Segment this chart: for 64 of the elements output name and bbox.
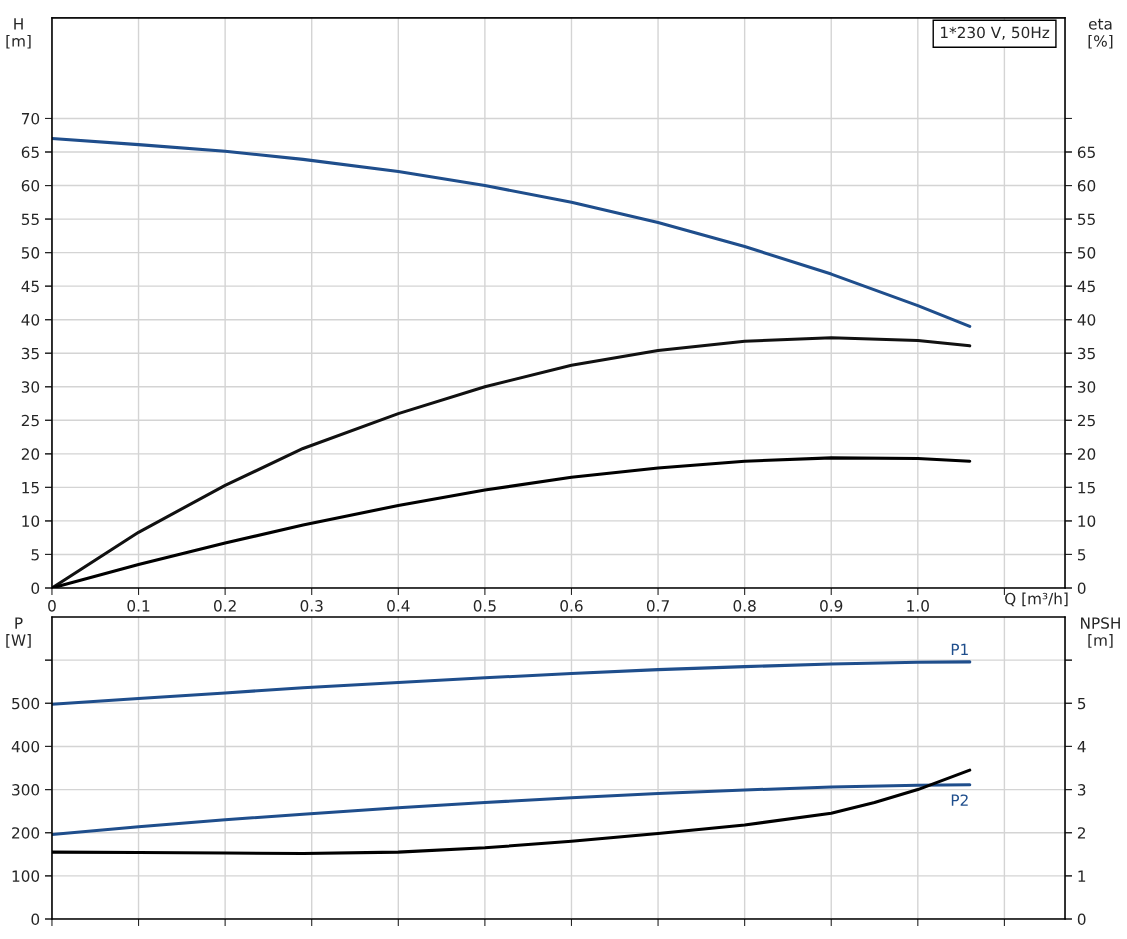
y2-tick-label: 50 bbox=[1078, 247, 1096, 259]
text: 1*230 V, 50Hz bbox=[941, 26, 1050, 40]
y-tick-label: 45 bbox=[21, 280, 39, 293]
y-tick-label: 55 bbox=[21, 213, 39, 226]
y-tick-label: 200 bbox=[12, 827, 40, 839]
y-tick-label: 65 bbox=[21, 146, 39, 159]
x-tick-label: 0.5 bbox=[473, 600, 496, 612]
y-tick-label: 0 bbox=[31, 913, 40, 926]
y-tick-label: 30 bbox=[21, 381, 40, 393]
y2-tick-label: 20 bbox=[1077, 448, 1096, 460]
x-tick-label: 0.1 bbox=[127, 600, 150, 612]
x-tick-label: 0.9 bbox=[820, 600, 843, 612]
y2-tick-label: 60 bbox=[1077, 180, 1096, 192]
x-tick-label: 0.3 bbox=[300, 600, 323, 612]
y2-tick-label: 10 bbox=[1078, 515, 1096, 527]
y-tick-label: 500 bbox=[12, 697, 40, 710]
y2-tick-label: 0 bbox=[1077, 582, 1086, 595]
x-tick-label: 0.2 bbox=[213, 600, 236, 612]
y-tick-label: 300 bbox=[12, 784, 40, 796]
y-tick-label: 10 bbox=[22, 515, 40, 527]
y2-tick-label: 2 bbox=[1077, 827, 1086, 839]
y2-tick-label: 5 bbox=[1078, 697, 1086, 710]
y-tick-label: 25 bbox=[21, 414, 39, 427]
y-tick-label: 100 bbox=[12, 870, 40, 882]
y2-tick-label: 30 bbox=[1077, 381, 1096, 393]
y-axis-title: H [m] bbox=[6, 18, 31, 49]
y-tick-label: 50 bbox=[21, 247, 40, 259]
y-tick-label: 60 bbox=[21, 180, 40, 192]
y-tick-label: 35 bbox=[21, 347, 39, 360]
line-series bbox=[51, 137, 972, 328]
x-tick-label: 0 bbox=[48, 600, 56, 612]
y2-tick-label: 55 bbox=[1078, 213, 1095, 226]
x-tick-label: 0.4 bbox=[387, 600, 410, 612]
line-series bbox=[51, 660, 972, 706]
y-tick-label: 15 bbox=[22, 482, 39, 494]
y-tick-label: 5 bbox=[31, 549, 39, 561]
x-tick-label: 0.6 bbox=[560, 600, 583, 612]
y-axis-title: P [W] bbox=[6, 617, 31, 648]
y2-tick-label: 0 bbox=[1077, 913, 1086, 926]
y2-axis-title: eta [%] bbox=[1088, 18, 1113, 49]
y2-tick-label: 45 bbox=[1077, 280, 1095, 293]
y-tick-label: 20 bbox=[21, 448, 40, 460]
y2-tick-label: 40 bbox=[1077, 314, 1096, 326]
y2-tick-label: 1 bbox=[1078, 870, 1086, 882]
y2-tick-label: 5 bbox=[1078, 549, 1086, 561]
x-axis-title: Q [m³/h] bbox=[1005, 592, 1068, 607]
y2-tick-label: 15 bbox=[1078, 482, 1095, 494]
y-tick-label: 40 bbox=[21, 314, 40, 326]
y2-axis-title: NPSH [m] bbox=[1081, 617, 1120, 648]
y2-tick-label: 3 bbox=[1077, 784, 1086, 796]
series-label: P1 bbox=[951, 643, 968, 655]
y-tick-label: 0 bbox=[31, 582, 40, 595]
y2-tick-label: 4 bbox=[1077, 741, 1086, 753]
line-series bbox=[51, 336, 972, 588]
y-tick-label: 400 bbox=[11, 740, 40, 753]
x-tick-label: 0.8 bbox=[733, 600, 756, 612]
y2-tick-label: 65 bbox=[1077, 146, 1095, 159]
x-tick-label: 0.7 bbox=[646, 600, 669, 612]
series-label: P2 bbox=[951, 794, 968, 806]
y2-tick-label: 25 bbox=[1077, 414, 1095, 427]
y-tick-label: 70 bbox=[21, 112, 40, 125]
line-series bbox=[51, 783, 972, 836]
x-tick-label: 1.0 bbox=[907, 600, 929, 612]
y2-tick-label: 35 bbox=[1077, 347, 1095, 360]
